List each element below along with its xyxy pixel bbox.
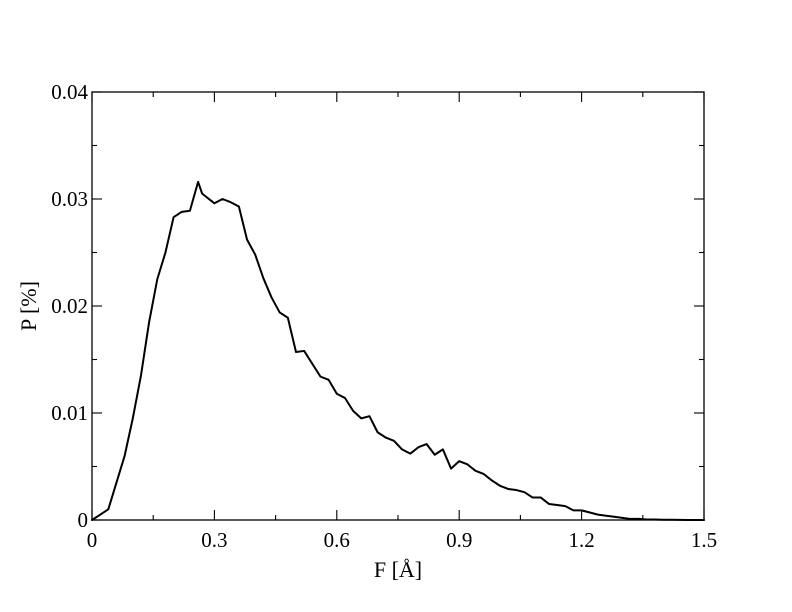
x-tick-label: 0.6	[324, 528, 350, 552]
x-axis-ticks: 0 0.3 0.6 0.9 1.2 1.5	[87, 92, 717, 552]
y-tick-label: 0.04	[51, 80, 88, 104]
data-series-line	[91, 180, 705, 521]
x-tick-label: 0	[87, 528, 98, 552]
y-axis-ticks: 0 0.01 0.02 0.03 0.04	[51, 80, 704, 532]
y-tick-label: 0.02	[51, 294, 88, 318]
y-tick-label: 0.01	[51, 401, 88, 425]
x-tick-label: 0.9	[446, 528, 472, 552]
y-tick-label: 0	[78, 508, 89, 532]
x-tick-label: 1.5	[691, 528, 717, 552]
x-axis-label: F [Å]	[374, 557, 422, 582]
plot-frame	[91, 91, 705, 521]
y-axis-label: P [%]	[16, 281, 41, 331]
x-tick-label: 1.2	[568, 528, 594, 552]
y-tick-label: 0.03	[51, 187, 88, 211]
x-tick-label: 0.3	[201, 528, 227, 552]
